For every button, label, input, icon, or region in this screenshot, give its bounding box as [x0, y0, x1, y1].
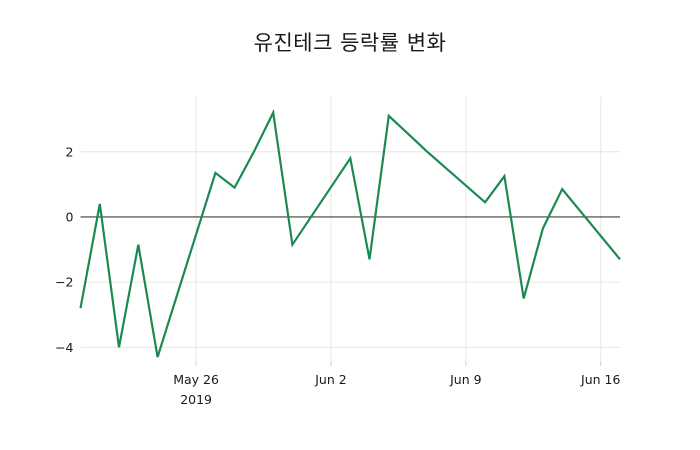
y-tick-label: −4 — [55, 340, 73, 355]
x-tick-label: May 26 — [173, 372, 219, 387]
x-tick-label: Jun 9 — [449, 372, 482, 387]
chart-title: 유진테크 등락률 변화 — [253, 31, 447, 55]
x-tick-label: Jun 2 — [314, 372, 346, 387]
series-line — [79, 108, 621, 358]
y-tick-label: −2 — [55, 275, 73, 290]
y-tick-label: 2 — [66, 144, 74, 159]
x-tick-sublabel: 2019 — [180, 392, 212, 407]
y-tick-label: 0 — [66, 209, 74, 224]
x-tick-label: Jun 16 — [580, 372, 620, 387]
